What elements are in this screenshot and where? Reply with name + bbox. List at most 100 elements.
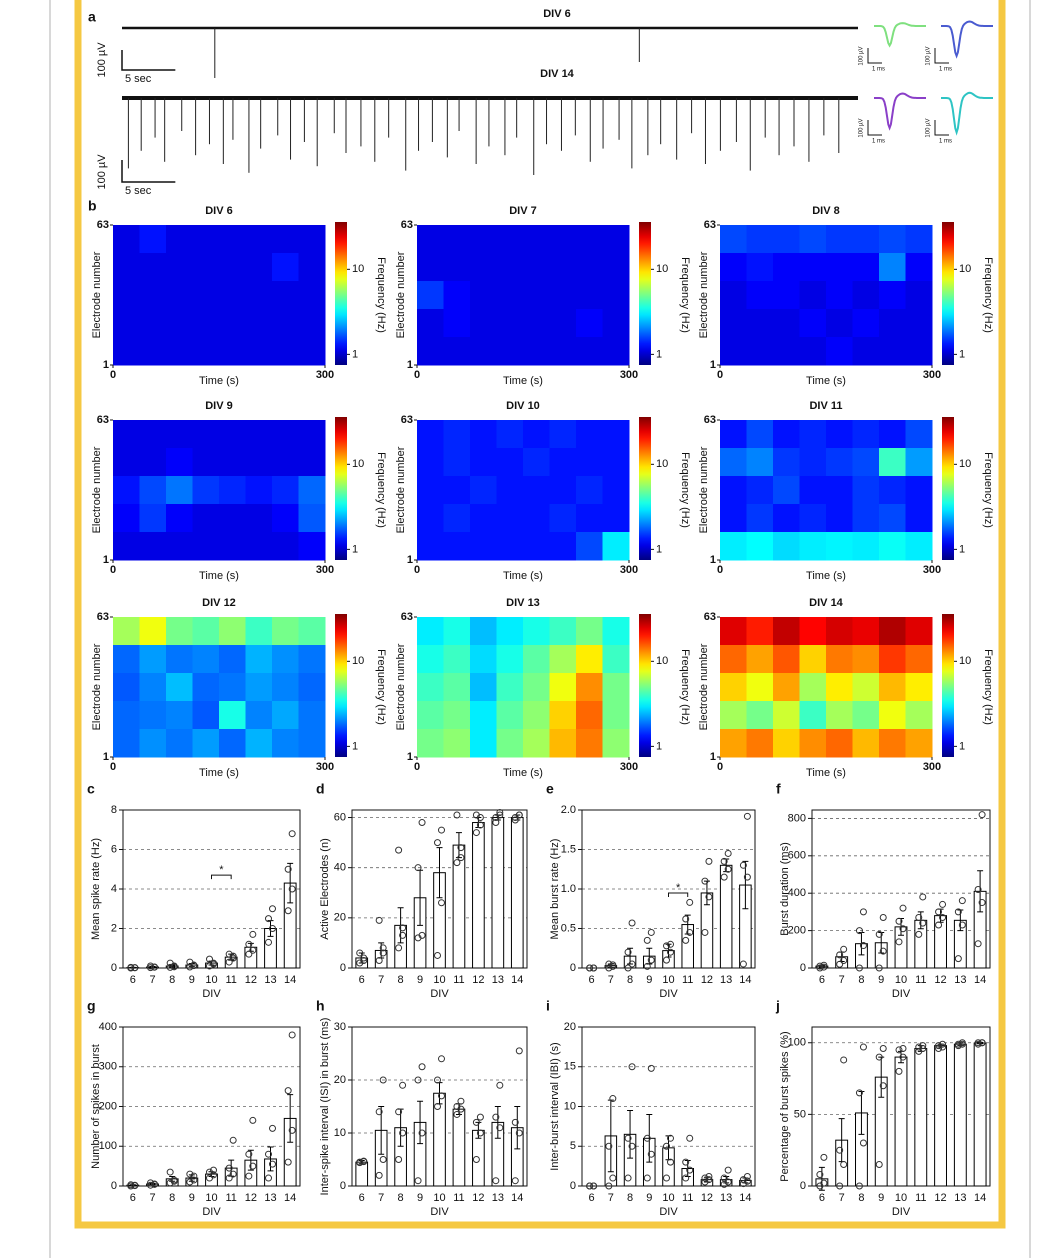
x-tick-label: 9 (189, 974, 195, 986)
panel-label: d (316, 781, 325, 797)
data-point (701, 928, 709, 936)
waveform (874, 22, 926, 48)
x-axis-label: Time (s) (806, 375, 846, 387)
heatmap-cell (826, 504, 853, 533)
data-point (356, 1158, 364, 1166)
heatmap-cell (245, 476, 273, 505)
data-point (434, 951, 441, 959)
y-tick-label: 30 (334, 1021, 346, 1033)
heatmap-cell (852, 253, 880, 282)
heatmap-cell (576, 729, 603, 758)
heatmap-cell (879, 617, 906, 646)
error-bar (247, 1149, 254, 1171)
heatmap-cell (245, 253, 273, 282)
heatmap-cell (799, 337, 827, 366)
heatmap-cell (799, 309, 827, 338)
data-point (958, 897, 966, 905)
data-point (855, 1089, 863, 1097)
x-tick-label: 300 (620, 564, 638, 576)
data-point (229, 952, 237, 960)
y-tick-label: 5 (570, 1140, 576, 1152)
error-bar (149, 965, 156, 969)
heatmap-cell (799, 225, 827, 254)
y-tick-label: 4 (111, 883, 117, 895)
colorbar (942, 614, 954, 757)
data-point (457, 854, 465, 862)
figure-frame (74, 0, 1006, 1229)
x-tick-label: 7 (839, 1192, 845, 1204)
data-point (958, 1039, 966, 1047)
heatmap-cell (602, 476, 630, 505)
heatmap-cell (576, 225, 603, 254)
y-tick-label: 0 (340, 1180, 346, 1192)
heatmap-title: DIV 14 (809, 597, 844, 609)
data-point (919, 893, 927, 901)
error-bar (684, 914, 691, 935)
heatmap-cell (602, 281, 630, 310)
data-point (418, 1063, 426, 1071)
heatmap-title: DIV 6 (205, 205, 233, 217)
y-axis-label: Electrode number (698, 446, 710, 533)
heatmap-cell (417, 476, 444, 505)
x-tick-label: 9 (646, 1192, 652, 1204)
y-tick-label: 63 (97, 414, 109, 426)
data-point (245, 1150, 253, 1158)
data-point (743, 812, 751, 820)
y-tick-label: 10 (334, 1127, 346, 1139)
data-point (590, 964, 598, 972)
y-axis-label: Electrode number (698, 643, 710, 730)
heatmap-cell (470, 645, 497, 674)
data-point (879, 914, 887, 922)
colorbar (942, 222, 954, 365)
x-tick-label: 10 (895, 1192, 907, 1204)
heatmap-cell (602, 532, 630, 561)
heatmap-cell (773, 225, 800, 254)
data-point (643, 1174, 651, 1182)
data-point (492, 814, 500, 822)
heatmap-cell (826, 281, 853, 310)
x-tick-label: 0 (110, 761, 116, 773)
bar (433, 1092, 446, 1187)
colorbar-tick-label: 10 (959, 263, 971, 275)
heatmap-cell (139, 729, 167, 758)
y-tick-label: 0 (800, 1180, 806, 1192)
heatmap-cell (417, 645, 444, 674)
data-point (840, 957, 848, 965)
heatmap-cell (192, 617, 220, 646)
panel-label: c (87, 781, 95, 797)
data-point (395, 846, 403, 854)
y-tick-label: 300 (99, 1061, 117, 1073)
x-axis-label: DIV (892, 1206, 911, 1218)
data-point (418, 931, 426, 939)
error-bar (417, 1100, 424, 1145)
data-point (515, 1129, 523, 1137)
data-point (895, 917, 903, 925)
heatmap-cell (470, 476, 497, 505)
heatmap-cell (470, 225, 497, 254)
data-point (288, 885, 296, 893)
heatmap-cell (298, 476, 326, 505)
heatmap-cell (417, 701, 444, 730)
heatmap-cell (192, 729, 220, 758)
heatmap-cell (443, 281, 471, 310)
panel-label: e (546, 781, 554, 797)
heatmap-cell (799, 645, 827, 674)
scale-bar (121, 50, 176, 71)
heatmap-cell (245, 729, 273, 758)
heatmap-cell (113, 337, 140, 366)
data-point (647, 1064, 655, 1072)
heatmap-cell (773, 337, 800, 366)
heatmap-cell (773, 532, 800, 561)
data-point (667, 940, 674, 948)
heatmap-cell (113, 448, 140, 477)
heatmap-cell (879, 476, 906, 505)
heatmap-cell (113, 420, 140, 449)
x-tick-label: 11 (682, 974, 693, 986)
heatmap-cell (826, 617, 853, 646)
error-bar (607, 1099, 614, 1173)
x-tick-label: 11 (453, 974, 464, 986)
data-point (647, 956, 655, 964)
heatmap-cell (576, 645, 603, 674)
y-tick-label: 2.0 (561, 804, 576, 816)
x-axis-label: Time (s) (199, 570, 239, 582)
